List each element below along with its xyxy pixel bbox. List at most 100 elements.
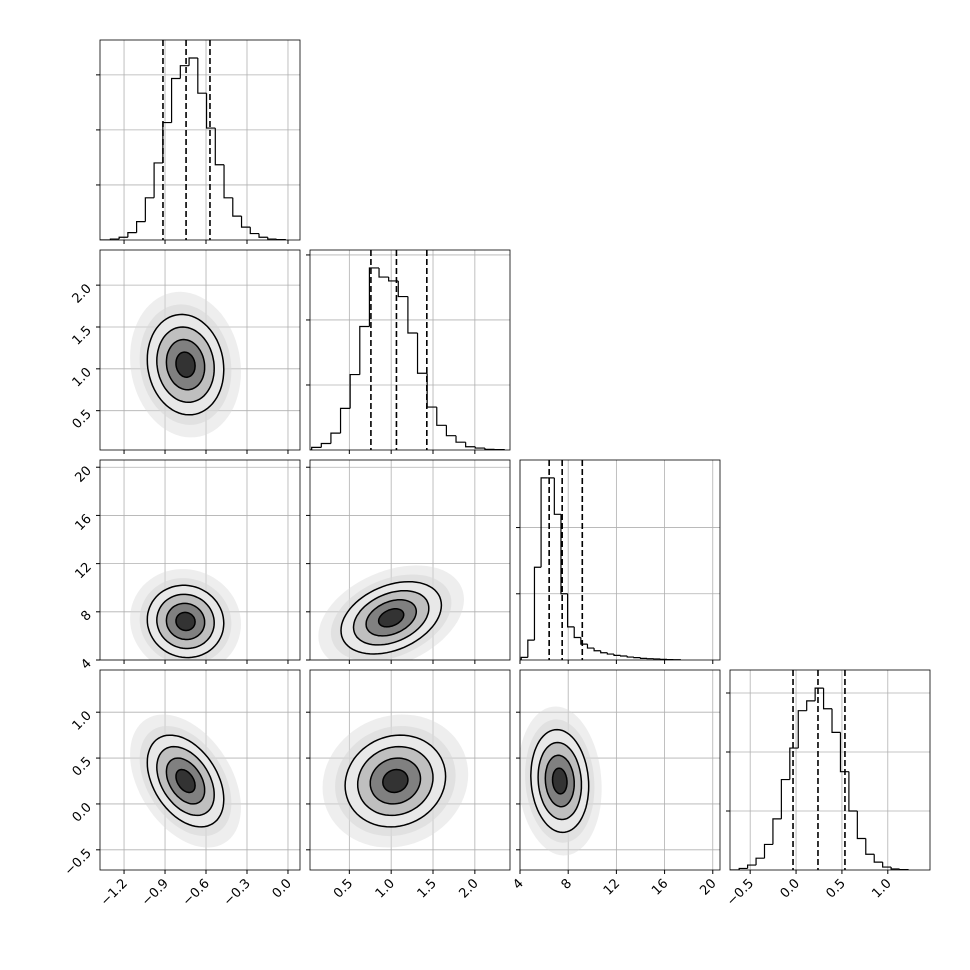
histogram-bin [249, 227, 260, 235]
panel [306, 249, 511, 454]
panel: 4 8 12 16 20 [510, 669, 721, 899]
panel: 0.5 1.0 1.5 2.0 [70, 249, 301, 454]
y-tick-label: 1.5 [70, 323, 95, 348]
panel: 4 8 12 16 20 [73, 459, 301, 673]
histogram-bin [520, 656, 528, 660]
plot-area [100, 40, 286, 240]
panel-frame [519, 459, 721, 661]
histogram-bin [416, 332, 428, 374]
contour-line [175, 611, 196, 632]
plot-area [318, 565, 464, 660]
histogram-bin [436, 407, 447, 426]
histogram-bin [136, 221, 146, 233]
density-fill [382, 769, 408, 793]
histogram-bin [320, 442, 331, 448]
x-tick-label: 1.0 [869, 876, 894, 901]
panel-frame [99, 249, 301, 451]
histogram-bin [626, 656, 634, 658]
x-tick-label: −0.3 [221, 876, 254, 909]
histogram-bin [560, 514, 568, 595]
histogram-bin [873, 854, 883, 863]
contour-line [146, 313, 225, 416]
contour-line [352, 589, 430, 646]
contour-line [377, 608, 405, 628]
panel [96, 39, 301, 244]
histogram-bin [465, 442, 476, 448]
contour-line [156, 326, 215, 404]
x-tick-label: 20 [697, 876, 719, 898]
panel-frame [99, 39, 301, 241]
x-tick-label: 0.0 [778, 876, 803, 901]
plot-area [730, 670, 909, 870]
histogram-bin [806, 700, 816, 711]
histogram-bin [600, 650, 608, 654]
histogram-bin [311, 446, 322, 450]
y-tick-label: 12 [73, 560, 95, 582]
histogram-bin [197, 57, 207, 94]
histogram-bin [848, 771, 858, 812]
histogram-bin [378, 267, 389, 278]
histogram-bin [267, 237, 277, 240]
histogram-bin [223, 164, 233, 199]
plot-area [322, 714, 469, 848]
histogram-bin [214, 128, 225, 166]
histogram-bin [188, 57, 198, 66]
histogram-bin [170, 77, 181, 123]
contour-line [146, 584, 225, 659]
x-tick-label: −1.2 [98, 876, 131, 909]
histogram-bin [455, 435, 466, 443]
panel-frame [99, 459, 301, 661]
histogram-bin [780, 778, 790, 819]
histogram-bin [144, 197, 155, 222]
histogram-bin [484, 448, 495, 450]
histogram-bin [606, 652, 614, 655]
x-tick-label: −0.6 [180, 876, 213, 909]
contour-line [365, 599, 418, 637]
histogram-bin [474, 446, 485, 449]
x-tick-label: 0.5 [331, 876, 356, 901]
x-tick-label: 4 [510, 876, 526, 892]
y-tick-label: 8 [78, 608, 94, 624]
x-tick-label: 16 [649, 876, 671, 898]
histogram-bin [747, 864, 757, 869]
histogram-bin [586, 644, 595, 649]
panel-frame [309, 249, 511, 451]
plot-area [130, 714, 241, 848]
contour-line [551, 767, 568, 795]
histogram-bin [540, 477, 548, 568]
contour-line [175, 768, 196, 794]
contour-line [156, 593, 215, 650]
histogram-bin [533, 566, 542, 641]
histogram-bin [580, 637, 588, 645]
x-tick-label: 1.0 [373, 876, 398, 901]
histogram-bin [240, 216, 251, 228]
density-fill [552, 768, 567, 794]
histogram-bin [593, 648, 601, 652]
histogram-bin [822, 688, 833, 710]
histogram-bin [620, 655, 628, 657]
y-tick-label: 20 [73, 463, 95, 485]
panel [516, 459, 721, 664]
histogram-bin [755, 857, 765, 866]
histogram-bin [839, 732, 849, 773]
histogram-bin [856, 811, 866, 840]
histogram-bin [388, 277, 399, 282]
histogram-bin [772, 818, 782, 845]
histogram-bin [613, 654, 621, 656]
histogram-bin [797, 710, 807, 749]
contour-line [369, 757, 422, 805]
plot-area [520, 706, 602, 856]
contour-line [165, 602, 206, 641]
x-tick-label: 0.0 [270, 876, 295, 901]
contour-line [544, 754, 575, 808]
y-tick-label: −0.5 [62, 846, 95, 879]
panel-frame [99, 669, 301, 871]
panel [306, 459, 511, 664]
histogram-bin [527, 639, 535, 658]
histogram-bin [368, 267, 380, 327]
histogram-bin [426, 373, 437, 408]
histogram-bin [179, 65, 190, 79]
histogram-bin [339, 407, 351, 434]
histogram-bin [573, 626, 581, 639]
